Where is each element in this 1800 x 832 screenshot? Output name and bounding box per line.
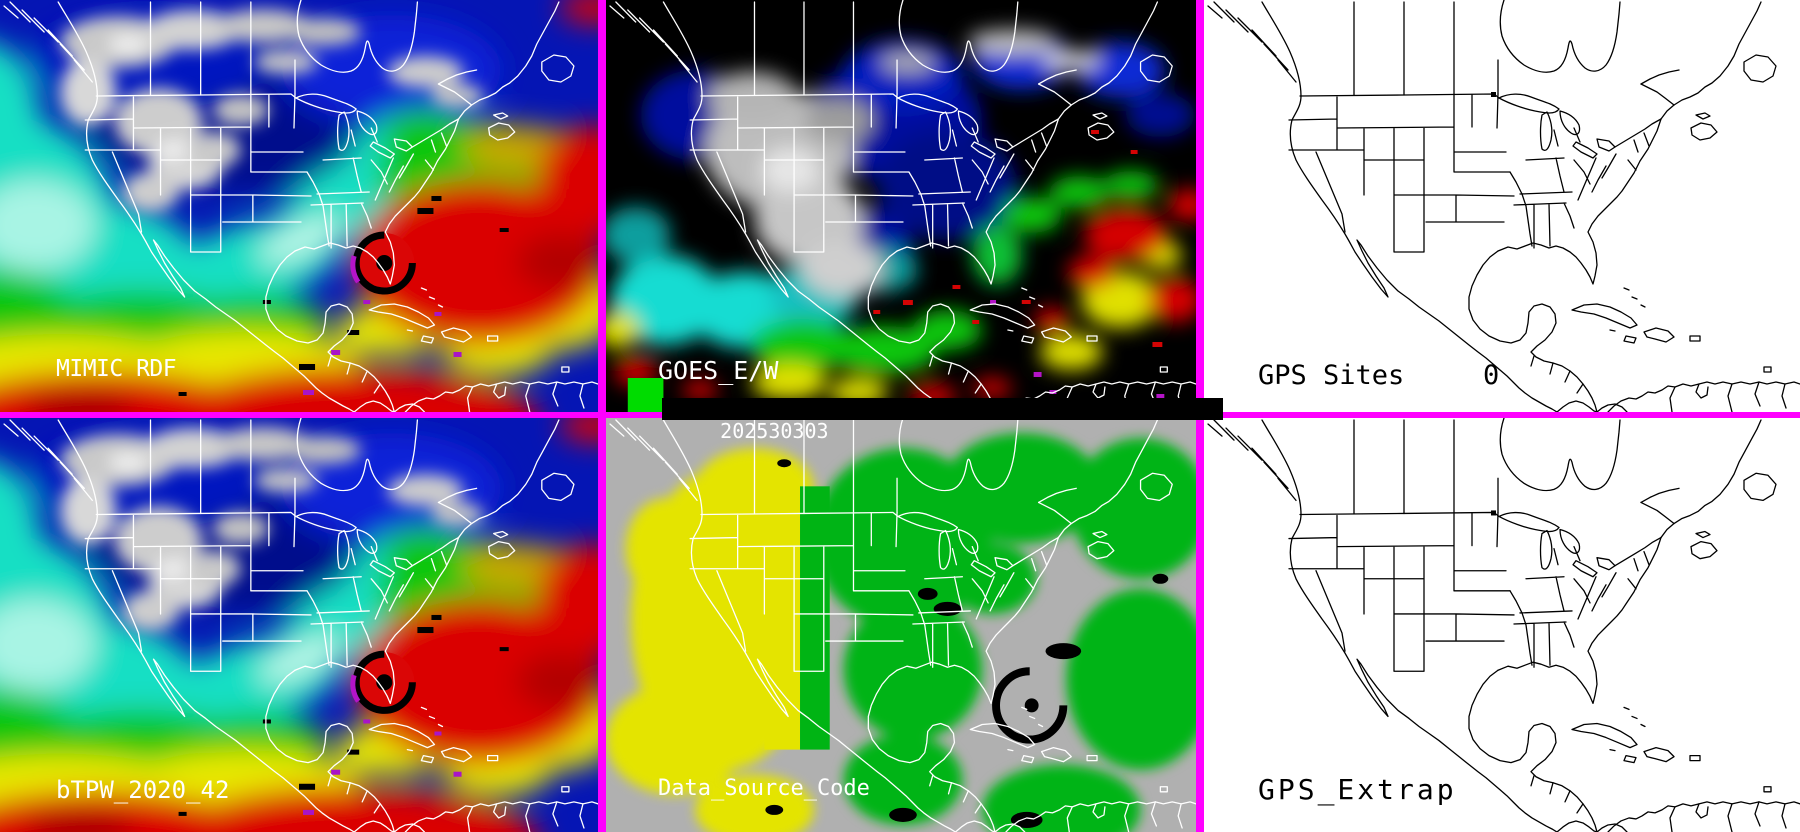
map-outline-black bbox=[1207, 0, 1800, 412]
gps-sites-count: 0 bbox=[1483, 360, 1500, 391]
panel-label-gps-extrap: GPS_Extrap bbox=[1258, 773, 1457, 806]
lake-marker-dot bbox=[1491, 510, 1496, 516]
panel-mimic-rdf: MIMIC RDF bbox=[0, 0, 598, 412]
panel-gps-extrap: GPS_Extrap bbox=[1204, 418, 1800, 832]
map-outline-black bbox=[1207, 418, 1800, 832]
panel-label-gps-sites: GPS Sites bbox=[1258, 360, 1405, 391]
goes-ew-image bbox=[606, 0, 1196, 412]
panel-gps-sites: GPS Sites 0 bbox=[1204, 0, 1800, 412]
panel-label-data-source-code: Data_Source_Code bbox=[658, 776, 870, 801]
panel-label-mimic-rdf: MIMIC RDF bbox=[56, 356, 177, 382]
panel-label-btpw: bTPW_2020_42 bbox=[56, 776, 230, 804]
panel-data-source-code: Data_Source_Code bbox=[606, 418, 1196, 832]
panel-goes-ew: GOES_E/W bbox=[606, 0, 1196, 412]
panel-btpw: bTPW_2020_42 bbox=[0, 418, 598, 832]
timestamp-text: 202530303 bbox=[720, 419, 829, 443]
gps-extrap-map bbox=[1207, 418, 1800, 832]
mimic-rdf-image bbox=[0, 0, 598, 412]
data-source-code-image bbox=[606, 418, 1196, 832]
gps-sites-map bbox=[1207, 0, 1800, 412]
timestamp-bar: 202530303 bbox=[662, 398, 1223, 442]
btpw-image bbox=[0, 418, 598, 832]
lake-marker-dot bbox=[1491, 92, 1496, 97]
panel-label-goes-ew: GOES_E/W bbox=[658, 356, 779, 385]
